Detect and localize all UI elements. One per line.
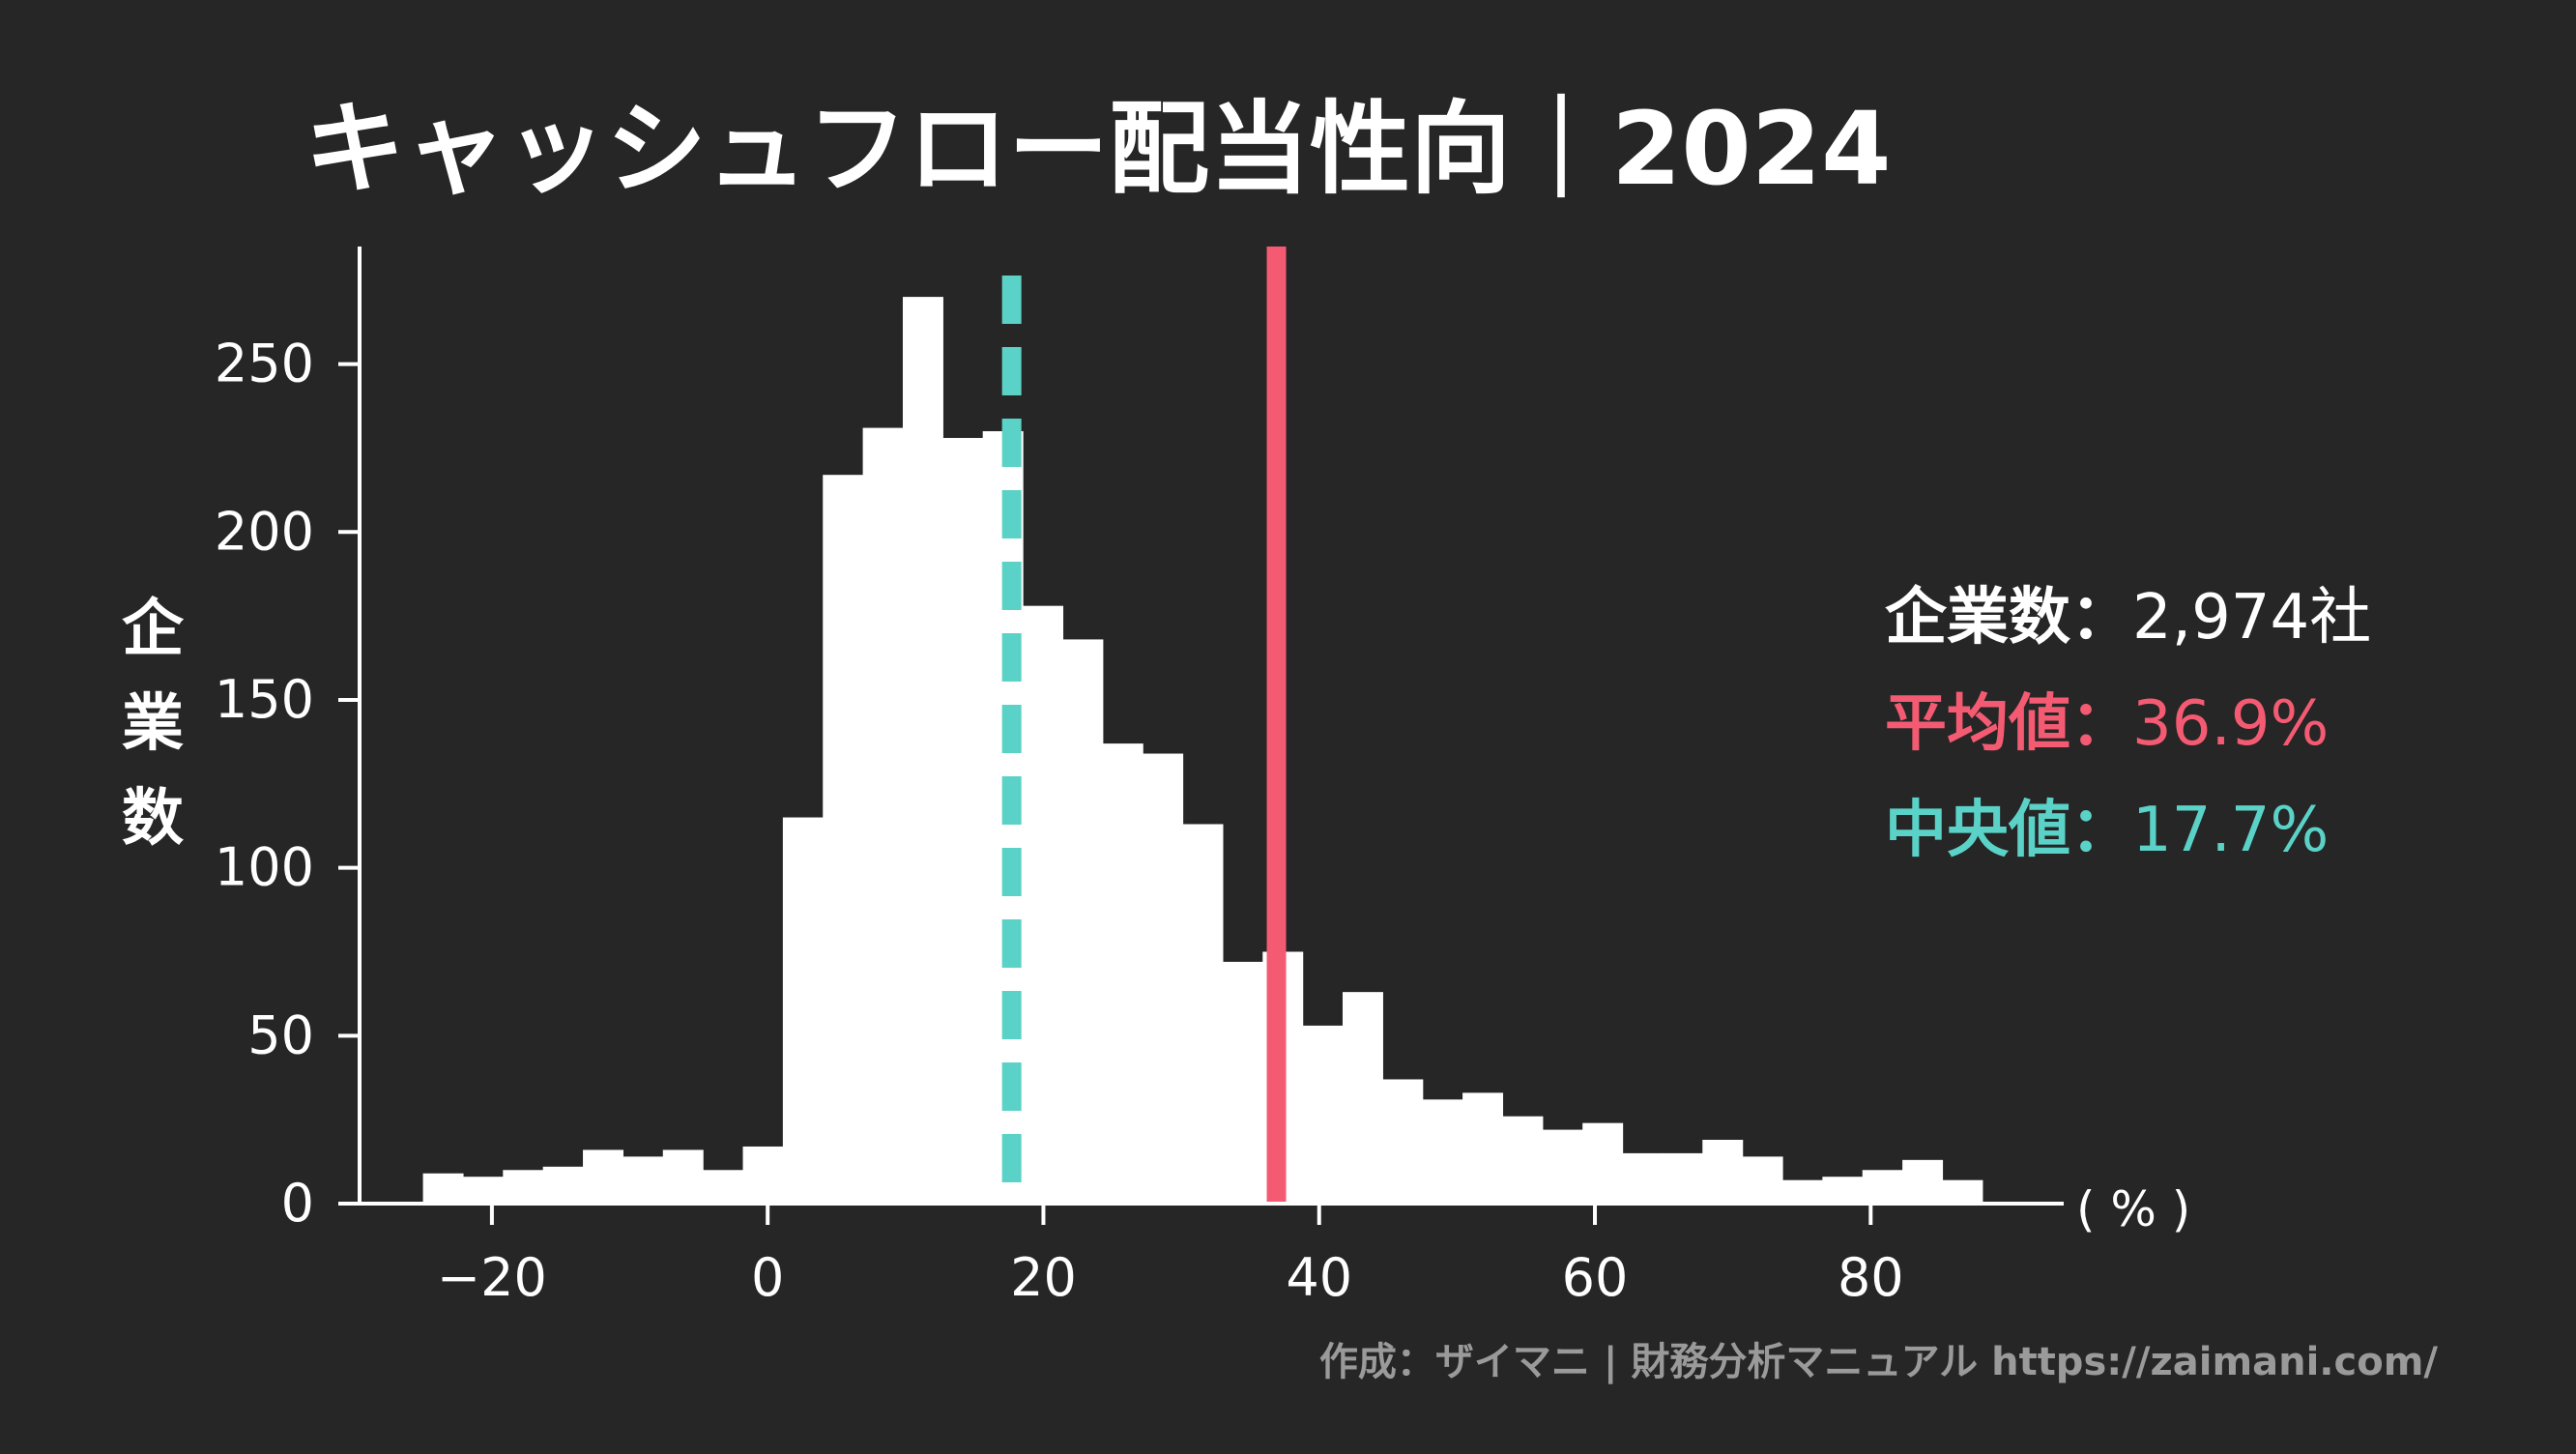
histogram-bar xyxy=(622,1156,664,1204)
x-tick-label: 40 xyxy=(1286,1247,1352,1308)
reference-lines xyxy=(1001,247,1287,1204)
histogram-bar xyxy=(1462,1092,1504,1204)
mean-separator: ： xyxy=(2070,688,2132,760)
y-axis-label: 企 業 数 xyxy=(122,594,185,855)
count-stat: 企業数：2,974社 xyxy=(1885,582,2371,654)
histogram-bar xyxy=(1822,1177,1864,1204)
y-tick-label: 150 xyxy=(215,669,314,730)
x-tick-label: 0 xyxy=(751,1247,784,1308)
histogram-bar xyxy=(1862,1170,1903,1204)
histogram-bar xyxy=(703,1170,744,1204)
x-tick-label: 60 xyxy=(1562,1247,1629,1308)
histogram-bar xyxy=(1942,1179,1983,1204)
y-ticks: 0 50 100 150 200 250 xyxy=(215,334,360,1234)
histogram-bar xyxy=(1742,1156,1783,1204)
mean-stat: 平均値：36.9% xyxy=(1885,688,2329,760)
histogram-bar xyxy=(422,1173,464,1204)
median-stat: 中央値：17.7% xyxy=(1885,795,2329,866)
histogram-bar xyxy=(1902,1159,1944,1204)
histogram-bar xyxy=(1182,824,1224,1204)
median-label: 中央値 xyxy=(1885,795,2070,866)
median-separator: ： xyxy=(2070,795,2132,866)
histogram-bar xyxy=(902,297,943,1205)
count-label: 企業数 xyxy=(1885,582,2070,654)
histogram-bar xyxy=(1342,992,1383,1204)
histogram-bar xyxy=(1502,1116,1544,1204)
stats-panel: 企業数：2,974社 平均値：36.9% 中央値：17.7% xyxy=(1885,582,2371,866)
x-tick-label: 20 xyxy=(1010,1247,1077,1308)
histogram-bar xyxy=(583,1149,624,1204)
mean-label: 平均値 xyxy=(1885,688,2070,760)
y-tick-label: 0 xyxy=(281,1173,314,1234)
x-unit-label: ( % ) xyxy=(2076,1181,2190,1237)
y-tick-label: 250 xyxy=(215,334,314,394)
histogram-bar xyxy=(1622,1152,1664,1204)
histogram-bar xyxy=(742,1146,784,1204)
histogram-bar xyxy=(1582,1122,1624,1204)
mean-value: 36.9% xyxy=(2132,688,2329,760)
histogram-bar xyxy=(662,1149,704,1204)
histogram-bar xyxy=(862,427,904,1204)
histogram-bar xyxy=(1062,639,1104,1204)
histogram-bar xyxy=(1662,1152,1703,1204)
histogram-bar xyxy=(823,475,864,1204)
credit-text: 作成：ザイマニ | 財務分析マニュアル https://zaimani.com/ xyxy=(1319,1340,2438,1385)
histogram-bar xyxy=(1782,1179,1823,1204)
histogram-bar xyxy=(1102,743,1143,1204)
histogram-bar xyxy=(1143,753,1184,1204)
y-axis-label-char: 数 xyxy=(122,783,184,855)
axes xyxy=(340,247,2064,1206)
histogram-bar xyxy=(503,1170,544,1204)
y-tick-label: 200 xyxy=(215,501,314,562)
x-tick-label: 80 xyxy=(1838,1247,1904,1308)
histogram-bar xyxy=(1702,1140,1744,1204)
histogram-bar xyxy=(1422,1099,1463,1204)
chart-title: キャッシュフロー配当性向｜2024 xyxy=(304,90,1891,208)
count-separator: ： xyxy=(2070,582,2132,654)
histogram-bar xyxy=(1382,1079,1424,1204)
y-tick-label: 100 xyxy=(215,837,314,898)
histogram-bar xyxy=(1023,605,1064,1204)
histogram-bar xyxy=(782,817,824,1204)
y-axis-label-char: 業 xyxy=(122,688,184,760)
histogram-bars xyxy=(422,297,1983,1205)
histogram-bar xyxy=(462,1177,504,1204)
histogram-bar xyxy=(942,438,984,1204)
median-value: 17.7% xyxy=(2132,795,2329,866)
y-axis-label-char: 企 xyxy=(122,594,185,665)
y-tick-label: 50 xyxy=(247,1004,314,1065)
histogram-bar xyxy=(1302,1025,1344,1204)
histogram-bar xyxy=(542,1166,584,1204)
histogram-bar xyxy=(1222,961,1263,1204)
count-value: 2,974社 xyxy=(2132,582,2371,654)
histogram-bar xyxy=(1542,1129,1583,1204)
x-ticks: −20 0 20 40 60 80 xyxy=(437,1204,1904,1308)
x-tick-label: −20 xyxy=(437,1247,547,1308)
